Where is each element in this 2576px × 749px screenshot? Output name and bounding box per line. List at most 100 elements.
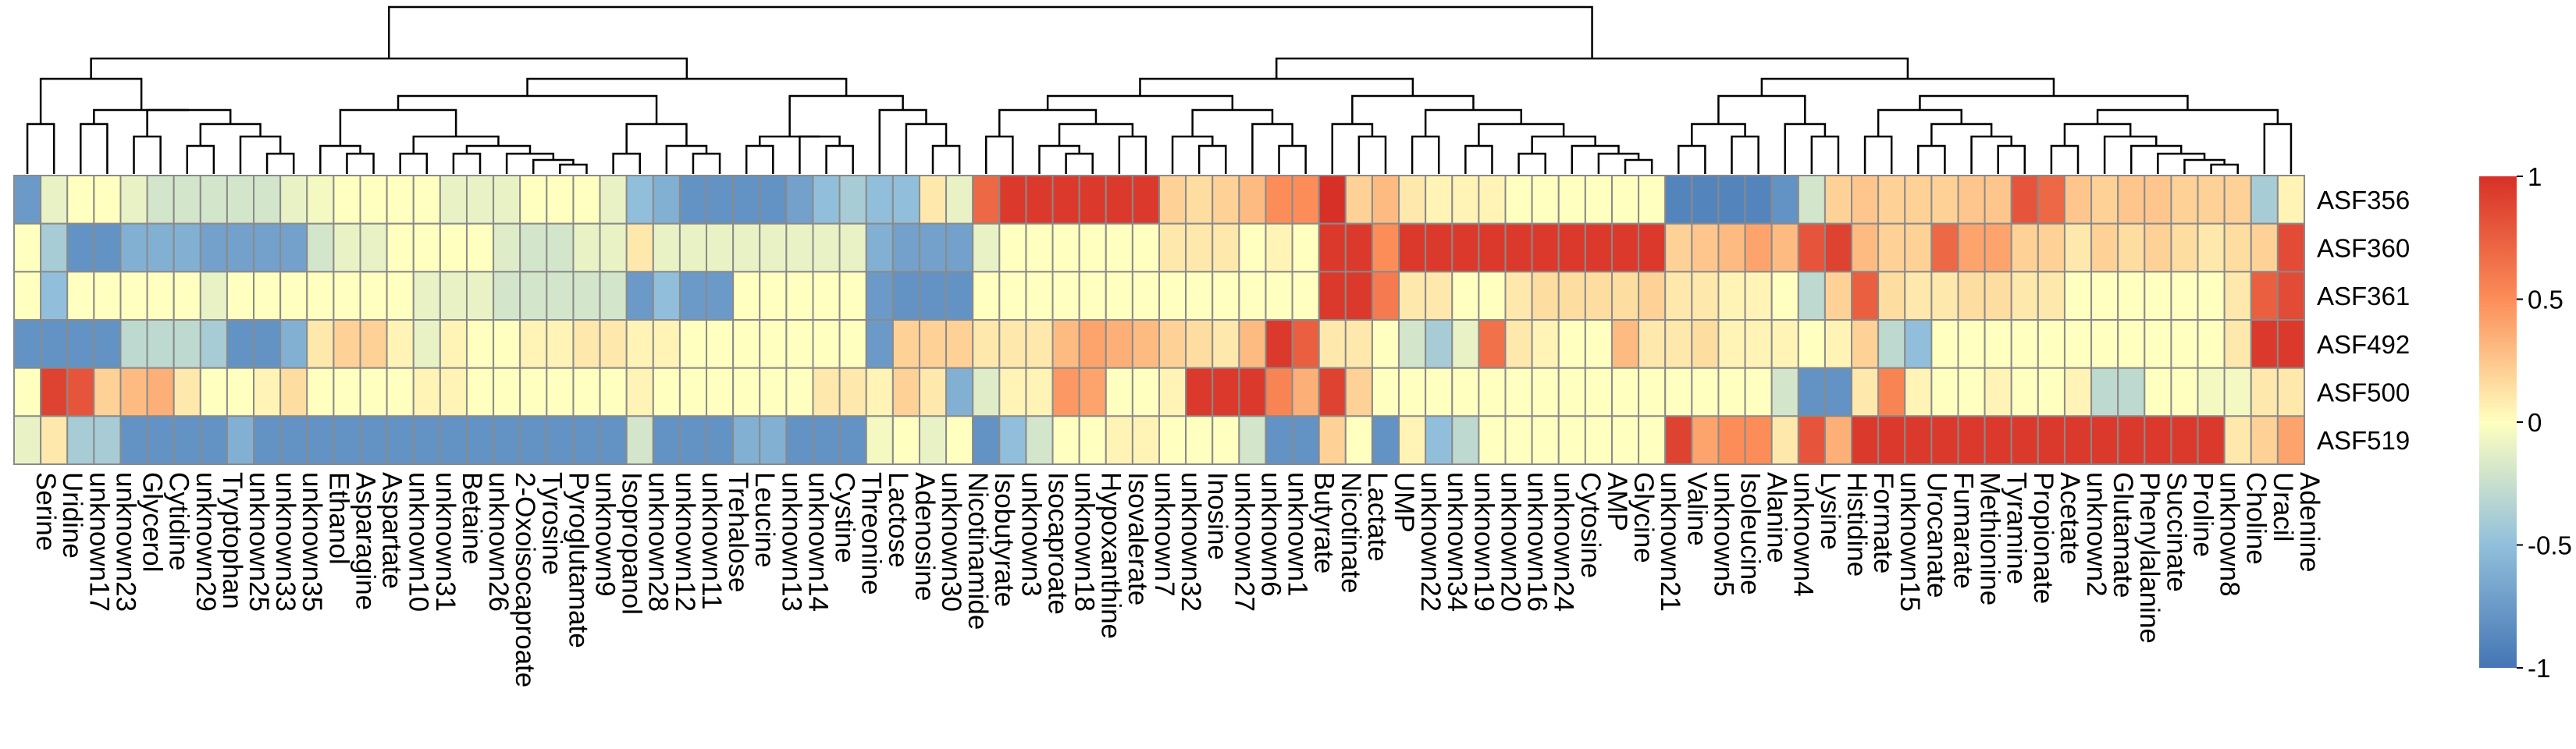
heatmap-cell-ASF492-unknown10 [386,319,415,369]
heatmap-cell-ASF360-Fumarate [1930,222,1959,273]
heatmap-cell-ASF356-Phenylalanine [2117,175,2146,225]
heatmap-cell-ASF360-Tyramine [1984,222,2012,273]
heatmap-cell-ASF360-unknown16 [1504,222,1533,273]
heatmap-cell-ASF500-unknown34 [1425,367,1453,417]
dendrogram-branch [1171,135,1214,174]
heatmap-cell-ASF356-Uridine [40,175,69,225]
heatmap-cell-ASF356-Isovalerate [1105,175,1133,225]
heatmap-cell-ASF356-unknown20 [1478,175,1507,225]
heatmap-cell-ASF500-Choline [2223,367,2252,417]
heatmap-cell-ASF519-Inosine [1185,415,1214,466]
dendrogram-branch [788,94,904,137]
heatmap-cell-ASF356-Uracil [2250,175,2279,225]
heatmap-cell-ASF500-Histidine [1823,367,1853,417]
heatmap-cell-ASF361-Serine [13,271,42,321]
heatmap-cell-ASF360-unknown18 [1051,222,1080,273]
column-label: Glycine [1628,472,1659,563]
heatmap-cell-ASF519-Butyrate [1291,415,1320,466]
heatmap-cell-ASF356-unknown7 [1131,175,1161,225]
dendrogram-branch [1517,152,1546,174]
heatmap-cell-ASF492-unknown11 [678,319,708,369]
heatmap-cell-ASF360-Asparagine [333,222,361,273]
dendrogram-branch [452,152,482,174]
row-label: ASF361 [2317,282,2410,311]
heatmap-cell-ASF500-unknown9 [572,367,601,417]
heatmap-cell-ASF500-unknown25 [226,367,255,417]
heatmap-cell-ASF500-unknown12 [652,367,681,417]
column-label: unknown19 [1468,472,1499,612]
heatmap-cell-ASF356-Methionine [1957,175,1986,225]
column-dendrogram [26,5,2293,174]
heatmap-cell-ASF500-unknown19 [1451,367,1480,417]
heatmap-cell-ASF492-unknown30 [918,319,948,369]
heatmap-cell-ASF361-Proline [2170,271,2199,321]
heatmap-cell-ASF356-unknown21 [1638,175,1667,225]
heatmap-cell-ASF356-AMP [1584,175,1613,225]
heatmap-cell-ASF361-Histidine [1823,271,1853,321]
heatmap-cell-ASF360-unknown15 [1877,222,1906,273]
heatmap-cell-ASF519-Phenylalanine [2117,415,2146,466]
heatmap-cell-ASF519-Hypoxanthine [1078,415,1107,466]
heatmap-cell-ASF361-unknown14 [785,271,814,321]
dendrogram-branch [1357,135,1387,174]
dendrogram-branch [1863,135,1893,174]
column-label: unknown26 [483,472,514,612]
column-label: unknown17 [84,472,114,612]
column-label: Valine [1681,472,1712,546]
heatmap-cell-ASF492-unknown6 [1238,319,1267,369]
dendrogram-branch [1717,94,1806,124]
heatmap-cell-ASF519-unknown29 [173,415,201,466]
column-label: unknown27 [1229,472,1259,612]
dendrogram-branch [2129,144,2183,174]
column-label: Choline [2241,472,2272,565]
dendrogram-branch [1251,122,1293,174]
heatmap-cell-ASF519-Aspartate [359,415,388,466]
heatmap-cell-ASF356-unknown31 [412,175,441,225]
heatmap-cell-ASF356-unknown27 [1212,175,1240,225]
heatmap-cell-ASF500-Acetate [2037,367,2065,417]
column-label: Proline [2187,472,2218,557]
heatmap-cell-ASF361-unknown2 [2063,271,2093,321]
heatmap-cell-ASF519-unknown35 [279,415,308,466]
dendrogram-branch [186,144,215,174]
heatmap-cell-ASF519-Methionine [1957,415,1986,466]
heatmap-cell-ASF519-Choline [2223,415,2252,466]
heatmap-cell-ASF361-unknown11 [678,271,708,321]
heatmap-cell-ASF361-Propionate [2010,271,2039,321]
heatmap-cell-ASF361-unknown10 [386,271,415,321]
heatmap-cell-ASF360-Histidine [1823,222,1853,273]
column-label: unknown9 [590,472,621,597]
heatmap-cell-ASF500-unknown13 [759,367,788,417]
dendrogram-branch [26,122,55,174]
heatmap-cell-ASF360-unknown25 [226,222,255,273]
dendrogram-branch [346,152,375,174]
heatmap-cell-ASF519-unknown34 [1425,415,1453,466]
heatmap-cell-ASF519-Tryptophan [199,415,228,466]
column-label: Adenine [2294,472,2325,572]
heatmap-cell-ASF360-unknown9 [572,222,601,273]
row-label: ASF500 [2317,378,2410,407]
heatmap-cell-ASF492-unknown1 [1265,319,1293,369]
heatmap-cell-ASF519-Cytosine [1557,415,1586,466]
heatmap-cell-ASF360-Betaine [439,222,468,273]
row-label: ASF492 [2317,330,2410,359]
heatmap-cell-ASF519-AMP [1584,415,1613,466]
heatmap-cell-ASF361-unknown1 [1265,271,1293,321]
heatmap-cell-ASF519-unknown31 [412,415,441,466]
heatmap-cell-ASF356-Tyramine [1984,175,2012,225]
heatmap-cell-ASF361-Cytosine [1557,271,1586,321]
dendrogram-branch [745,144,774,174]
heatmap-cell-ASF500-unknown33 [253,367,282,417]
heatmap-cell-ASF356-unknown26 [465,175,495,225]
heatmap-cell-ASF360-Tyrosine [519,222,548,273]
column-label: Cytidine [164,472,194,570]
column-label: Cytosine [1575,472,1606,578]
heatmap-cell-ASF492-unknown26 [465,319,495,369]
heatmap-cell-ASF492-unknown32 [1158,319,1187,369]
heatmap-cell-ASF356-Nicotinate [1318,175,1347,225]
column-label: 2-Oxoisocaproate [510,472,540,687]
heatmap-cell-ASF519-unknown26 [465,415,495,466]
heatmap-cell-ASF356-Formate [1851,175,1880,225]
heatmap-cell-ASF360-Urocanate [1904,222,1933,273]
heatmap-cell-ASF519-Fumarate [1930,415,1959,466]
